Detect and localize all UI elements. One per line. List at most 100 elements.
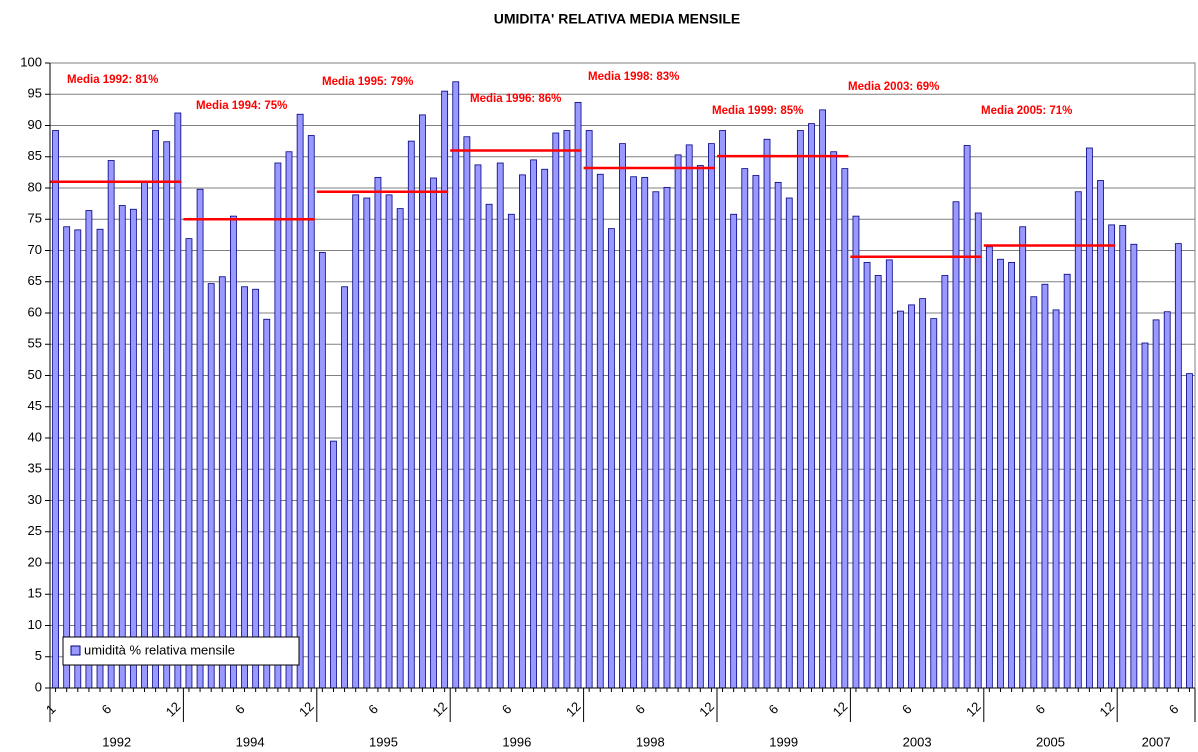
y-tick-label: 80 — [28, 179, 42, 194]
bar — [863, 261, 871, 689]
bar — [652, 191, 660, 689]
bar — [341, 286, 348, 689]
bar — [230, 215, 237, 689]
x-tick-label: 12 — [830, 699, 851, 720]
bar — [563, 130, 571, 689]
bar — [407, 140, 415, 689]
bar — [574, 101, 582, 689]
bar — [1186, 373, 1193, 689]
x-tick-label: 6 — [365, 701, 381, 717]
bar — [774, 181, 782, 689]
bar — [541, 168, 549, 689]
y-tick-label: 30 — [28, 492, 42, 507]
bar — [1152, 319, 1160, 689]
x-tick-label: 12 — [296, 699, 317, 720]
bar — [352, 194, 360, 689]
bar — [263, 318, 271, 689]
group-label: 2005 — [1036, 734, 1065, 749]
bar — [530, 159, 537, 689]
bar — [897, 310, 904, 689]
bar — [385, 194, 393, 689]
bar — [430, 177, 437, 689]
y-tick-label: 0 — [35, 679, 42, 694]
bar — [908, 304, 915, 689]
chart-title: UMIDITA' RELATIVA MEDIA MENSILE — [494, 11, 741, 27]
bar — [1174, 243, 1182, 689]
bar — [129, 208, 137, 689]
bar — [241, 286, 248, 689]
bar — [1019, 226, 1027, 689]
bar — [441, 90, 449, 689]
x-tick-label: 12 — [963, 699, 984, 720]
bar — [819, 109, 826, 689]
bar — [808, 123, 815, 689]
bar — [85, 210, 93, 689]
annotation: Media 1995: 79% — [322, 76, 413, 88]
bar — [463, 136, 471, 689]
y-tick-label: 90 — [28, 117, 42, 132]
bar — [396, 208, 404, 689]
y-tick-label: 50 — [28, 367, 42, 382]
bar — [1008, 261, 1015, 689]
bar — [952, 201, 960, 689]
bar — [1085, 147, 1093, 689]
bar — [852, 215, 860, 689]
bar — [696, 165, 704, 689]
bar — [685, 144, 693, 689]
bar — [930, 318, 938, 689]
annotation: Media 1999: 85% — [712, 105, 803, 117]
bar — [730, 213, 738, 689]
bar — [785, 197, 793, 689]
bar — [296, 113, 304, 689]
bar — [585, 130, 593, 689]
bar — [607, 228, 615, 689]
bar — [507, 213, 515, 689]
y-tick-label: 60 — [28, 304, 42, 319]
y-tick-label: 35 — [28, 461, 42, 476]
group-label: 1995 — [369, 734, 398, 749]
bar — [963, 145, 971, 689]
group-label: 2007 — [1142, 734, 1171, 749]
y-tick-label: 70 — [28, 242, 42, 257]
bar — [1108, 224, 1116, 689]
bar — [552, 132, 560, 689]
y-tick-label: 95 — [28, 86, 42, 101]
bar — [274, 162, 282, 689]
bar — [741, 168, 749, 689]
y-tick-label: 55 — [28, 336, 42, 351]
bar — [1119, 225, 1127, 689]
bar — [830, 151, 838, 689]
y-tick-label: 10 — [28, 617, 42, 632]
legend-swatch — [70, 645, 81, 656]
bar — [1097, 180, 1104, 689]
bar — [485, 203, 493, 689]
bar — [1052, 309, 1060, 689]
group-label: 1996 — [502, 734, 531, 749]
group-label: 1998 — [636, 734, 665, 749]
bar — [496, 162, 504, 689]
x-tick-label: 6 — [766, 701, 782, 717]
bar — [141, 181, 148, 689]
bar — [318, 251, 326, 689]
bar — [152, 130, 160, 689]
bar — [619, 143, 626, 689]
bar — [52, 130, 59, 689]
x-tick-label: 6 — [1032, 701, 1048, 717]
annotation: Media 2003: 69% — [848, 81, 939, 93]
bar — [1041, 283, 1049, 689]
bar — [185, 238, 193, 689]
bar — [763, 138, 771, 689]
bar — [330, 440, 337, 689]
y-tick-label: 25 — [28, 523, 42, 538]
annotation: Media 1994: 75% — [196, 100, 287, 112]
x-tick-label: 6 — [899, 701, 915, 717]
legend-box — [62, 636, 300, 666]
bar — [218, 276, 226, 689]
annotation: Media 1998: 83% — [588, 71, 679, 83]
bar — [630, 176, 638, 689]
group-label: 1994 — [236, 734, 265, 749]
bar — [96, 228, 104, 689]
x-tick-label: 6 — [99, 701, 115, 717]
x-tick-label: 6 — [232, 701, 248, 717]
bar — [974, 212, 982, 689]
